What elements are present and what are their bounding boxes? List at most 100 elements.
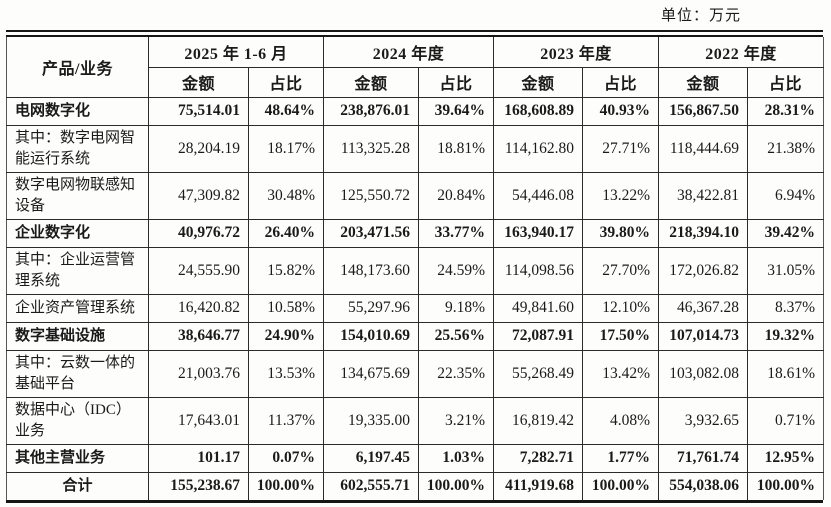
table-row-enterprise-operation-system: 其中：企业运营管理系统 24,555.90 15.82% 148,173.60 … <box>6 246 825 295</box>
share-cell: 48.64% <box>248 96 324 126</box>
period-header-2023: 2023 年度 <box>493 37 660 68</box>
share-cell: 31.05% <box>747 246 825 295</box>
table-wrapper: 产品/业务 2025 年 1-6 月 2024 年度 2023 年度 2022 … <box>6 30 825 503</box>
row-label: 数据中心（IDC）业务 <box>6 396 149 445</box>
amount-cell: 7,282.71 <box>493 443 584 473</box>
table-row-cloud-data-platform: 其中：云数一体的基础平台 21,003.76 13.53% 134,675.69… <box>6 349 825 398</box>
share-header: 占比 <box>582 66 660 98</box>
share-cell: 39.64% <box>417 96 495 126</box>
share-cell: 0.71% <box>747 396 825 445</box>
share-cell: 22.35% <box>417 349 495 398</box>
share-cell: 30.48% <box>248 171 324 220</box>
share-cell: 19.32% <box>747 321 825 351</box>
amount-cell: 54,446.08 <box>493 171 584 220</box>
revenue-by-product-table: 产品/业务 2025 年 1-6 月 2024 年度 2023 年度 2022 … <box>6 37 825 500</box>
row-label: 其他主营业务 <box>6 443 149 473</box>
share-cell: 13.42% <box>582 349 660 398</box>
share-cell: 1.03% <box>417 443 495 473</box>
unit-label: 单位：万元 <box>660 8 741 24</box>
share-header: 占比 <box>747 66 825 98</box>
share-cell: 33.77% <box>417 218 495 248</box>
share-cell: 27.71% <box>582 124 660 173</box>
amount-cell: 411,919.68 <box>493 471 584 500</box>
amount-cell: 3,932.65 <box>658 396 749 445</box>
amount-cell: 17,643.01 <box>148 396 249 445</box>
amount-cell: 72,087.91 <box>493 321 584 351</box>
amount-cell: 203,471.56 <box>323 218 419 248</box>
amount-cell: 103,082.08 <box>658 349 749 398</box>
amount-cell: 114,162.80 <box>493 124 584 173</box>
share-cell: 15.82% <box>248 246 324 295</box>
share-cell: 18.61% <box>747 349 825 398</box>
period-header-2025h1: 2025 年 1-6 月 <box>148 37 324 68</box>
amount-cell: 155,238.67 <box>148 471 249 500</box>
share-cell: 39.42% <box>747 218 825 248</box>
amount-cell: 38,422.81 <box>658 171 749 220</box>
share-header: 占比 <box>248 66 324 98</box>
share-cell: 100.00% <box>417 471 495 500</box>
amount-cell: 24,555.90 <box>148 246 249 295</box>
share-header: 占比 <box>417 66 495 98</box>
amount-cell: 21,003.76 <box>148 349 249 398</box>
table-row-digital-infrastructure: 数字基础设施 38,646.77 24.90% 154,010.69 25.56… <box>6 321 825 351</box>
share-cell: 24.90% <box>248 321 324 351</box>
amount-cell: 218,394.10 <box>658 218 749 248</box>
share-cell: 13.53% <box>248 349 324 398</box>
amount-cell: 19,335.00 <box>323 396 419 445</box>
amount-header: 金额 <box>493 66 584 98</box>
amount-cell: 134,675.69 <box>323 349 419 398</box>
share-cell: 26.40% <box>248 218 324 248</box>
amount-cell: 55,297.96 <box>323 293 419 323</box>
amount-cell: 16,819.42 <box>493 396 584 445</box>
row-label: 合计 <box>6 471 149 500</box>
table-row-enterprise-asset-management-system: 企业资产管理系统 16,420.82 10.58% 55,297.96 9.18… <box>6 293 825 323</box>
table-row-total: 合计 155,238.67 100.00% 602,555.71 100.00%… <box>6 471 825 500</box>
share-cell: 25.56% <box>417 321 495 351</box>
table-row-grid-digitalization: 电网数字化 75,514.01 48.64% 238,876.01 39.64%… <box>6 96 825 126</box>
share-cell: 27.70% <box>582 246 660 295</box>
amount-cell: 40,976.72 <box>148 218 249 248</box>
amount-cell: 148,173.60 <box>323 246 419 295</box>
amount-header: 金额 <box>658 66 749 98</box>
amount-cell: 554,038.06 <box>658 471 749 500</box>
amount-cell: 46,367.28 <box>658 293 749 323</box>
share-cell: 17.50% <box>582 321 660 351</box>
share-cell: 9.18% <box>417 293 495 323</box>
share-cell: 0.07% <box>248 443 324 473</box>
amount-cell: 49,841.60 <box>493 293 584 323</box>
amount-cell: 71,761.74 <box>658 443 749 473</box>
share-cell: 100.00% <box>747 471 825 500</box>
share-cell: 18.17% <box>248 124 324 173</box>
share-cell: 28.31% <box>747 96 825 126</box>
share-cell: 11.37% <box>248 396 324 445</box>
amount-cell: 55,268.49 <box>493 349 584 398</box>
amount-cell: 6,197.45 <box>323 443 419 473</box>
share-cell: 10.58% <box>248 293 324 323</box>
row-label: 其中：企业运营管理系统 <box>6 246 149 295</box>
amount-cell: 168,608.89 <box>493 96 584 126</box>
amount-cell: 38,646.77 <box>148 321 249 351</box>
row-label: 企业资产管理系统 <box>6 293 149 323</box>
amount-cell: 47,309.82 <box>148 171 249 220</box>
row-label: 数字电网物联感知设备 <box>6 171 149 220</box>
amount-cell: 163,940.17 <box>493 218 584 248</box>
amount-header: 金额 <box>148 66 249 98</box>
period-header-row: 产品/业务 2025 年 1-6 月 2024 年度 2023 年度 2022 … <box>6 37 825 98</box>
table-row-smart-grid-operation-system: 其中：数字电网智能运行系统 28,204.19 18.17% 113,325.2… <box>6 124 825 173</box>
amount-cell: 114,098.56 <box>493 246 584 295</box>
amount-cell: 238,876.01 <box>323 96 419 126</box>
amount-cell: 28,204.19 <box>148 124 249 173</box>
period-header-2022: 2022 年度 <box>658 37 825 68</box>
row-label: 企业数字化 <box>6 218 149 248</box>
share-cell: 24.59% <box>417 246 495 295</box>
share-cell: 100.00% <box>582 471 660 500</box>
share-cell: 8.37% <box>747 293 825 323</box>
table-row-enterprise-digitalization: 企业数字化 40,976.72 26.40% 203,471.56 33.77%… <box>6 218 825 248</box>
row-label: 电网数字化 <box>6 96 149 126</box>
share-cell: 3.21% <box>417 396 495 445</box>
amount-cell: 156,867.50 <box>658 96 749 126</box>
share-cell: 12.10% <box>582 293 660 323</box>
share-cell: 4.08% <box>582 396 660 445</box>
row-label: 数字基础设施 <box>6 321 149 351</box>
